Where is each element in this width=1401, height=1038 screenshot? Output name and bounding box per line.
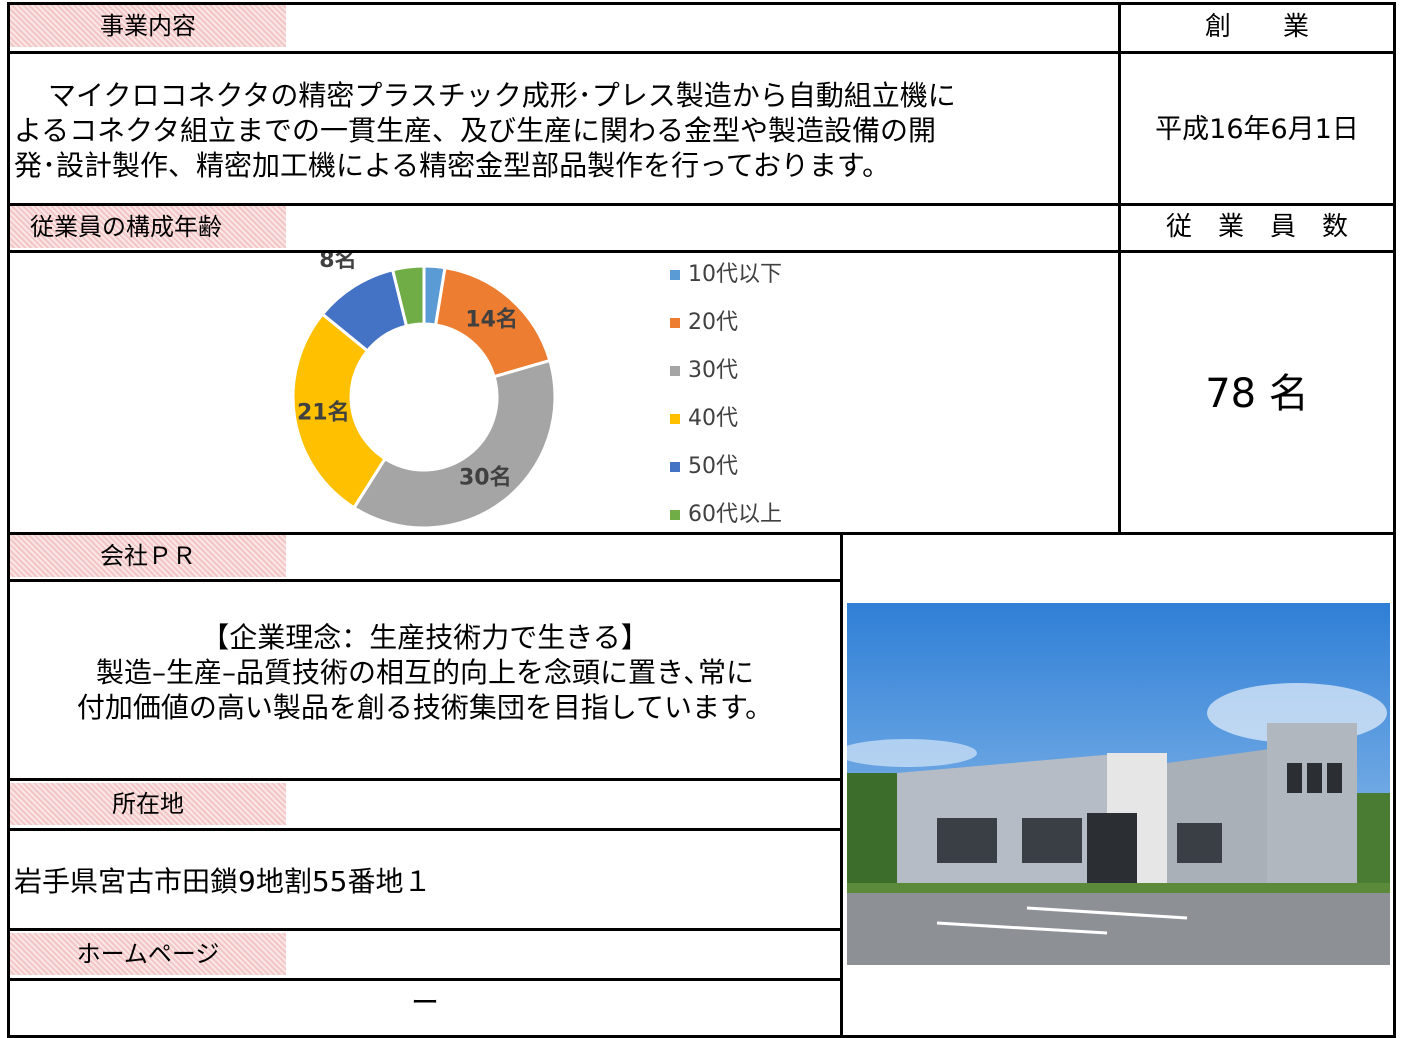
donut-slice xyxy=(351,358,557,530)
legend-swatch xyxy=(670,366,680,376)
legend-swatch xyxy=(670,462,680,472)
employees-header: 従 業 員 数 xyxy=(1165,212,1348,242)
data-label: 8名 xyxy=(319,253,356,273)
section-header: 所在地 xyxy=(10,783,286,825)
legend-label: 20代 xyxy=(688,310,738,335)
text-line: 発･設計製作、精密加工機による精密金型部品製作を行っております。 xyxy=(14,149,891,182)
founded-value: 平成16年6月1日 xyxy=(1155,114,1359,145)
section-header: ホームページ xyxy=(10,933,286,975)
building-photo xyxy=(847,603,1390,965)
legend-label: 10代以下 xyxy=(688,262,782,287)
data-label: 14名 xyxy=(465,307,518,333)
location-value: 岩手県宮古市田鎖9地割55番地１ xyxy=(14,865,432,898)
legend-swatch xyxy=(670,318,680,328)
data-label: 21名 xyxy=(297,399,350,425)
section-header: 事業内容 xyxy=(10,5,286,47)
text-line: よるコネクタ組立までの一貫生産、及び生産に関わる金型や製造設備の開 xyxy=(14,114,937,147)
legend-swatch xyxy=(670,414,680,424)
homepage-value: ー xyxy=(410,986,439,1019)
legend-label: 40代 xyxy=(688,406,738,431)
legend-label: 60代以上 xyxy=(688,502,782,527)
business-text: マイクロコネクタの精密プラスチック成形･プレス製造から自動組立機に よるコネクタ組… xyxy=(14,78,1114,183)
donut-slice xyxy=(390,264,426,328)
text-line: 製造–生産–品質技術の相互的向上を念頭に置き､常に xyxy=(95,656,754,689)
legend-label: 50代 xyxy=(688,454,738,479)
founded-header: 創 業 xyxy=(1204,12,1309,42)
donut-slice xyxy=(291,312,388,510)
text-line: マイクロコネクタの精密プラスチック成形･プレス製造から自動組立機に xyxy=(48,79,956,112)
text-line: 【企業理念：生産技術力で生きる】 xyxy=(201,621,649,654)
legend-swatch xyxy=(670,510,680,520)
employees-value: 78 名 xyxy=(1205,371,1309,417)
legend-swatch xyxy=(670,270,680,280)
legend-label: 30代 xyxy=(688,358,738,383)
pr-text: 【企業理念：生産技術力で生きる】 製造–生産–品質技術の相互的向上を念頭に置き､常… xyxy=(10,620,840,725)
text-line: 付加価値の高い製品を創る技術集団を目指しています。 xyxy=(76,691,774,724)
data-label: 30名 xyxy=(459,465,512,491)
section-header: 会社ＰＲ xyxy=(10,535,286,577)
donut-chart: 2名10代以下14名20代30名30代21名40代8名50代3名60代以上 xyxy=(291,253,782,530)
section-header: 従業員の構成年齢 xyxy=(10,206,286,248)
